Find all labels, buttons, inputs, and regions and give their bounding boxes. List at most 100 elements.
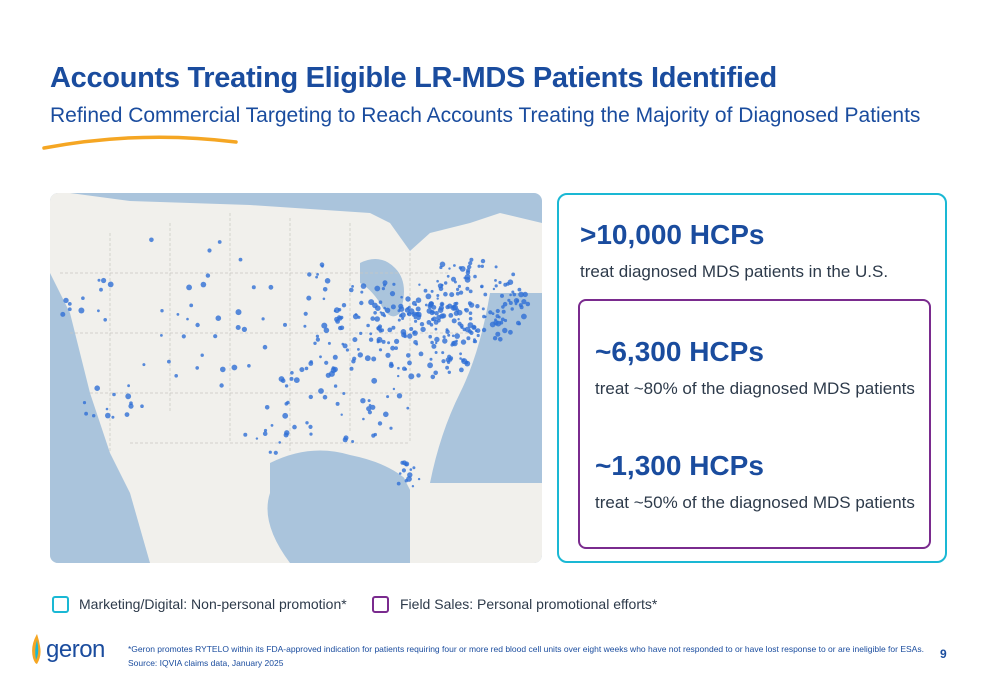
hcp-dot: [419, 314, 422, 318]
hcp-dot: [424, 303, 428, 307]
hcp-dot: [324, 360, 329, 365]
hcp-dot: [385, 352, 391, 358]
hcp-dot: [467, 301, 472, 306]
hcp-dot: [97, 309, 100, 313]
hcp-dot: [414, 303, 418, 307]
hcp-dot: [319, 355, 322, 359]
hcp-dot: [370, 404, 376, 410]
hcp-dot: [342, 437, 348, 443]
hcp-dot: [124, 412, 130, 417]
hcp-dot: [357, 352, 363, 358]
hcp-dot: [268, 284, 274, 290]
hcp-dot: [498, 337, 503, 342]
hcp-dot: [195, 322, 200, 328]
hcp-dot: [494, 265, 498, 269]
hcp-dot: [436, 314, 442, 320]
hcp-dot: [445, 357, 451, 363]
hcp-dot: [464, 326, 471, 333]
legend-marketing-label: Marketing/Digital: Non-personal promotio…: [79, 596, 347, 612]
hcp-dot: [377, 421, 383, 426]
hcp-dot: [459, 266, 466, 272]
hcp-dot: [448, 313, 454, 318]
hcp-dot: [322, 297, 326, 301]
hcp-dot: [473, 274, 477, 279]
hcp-dot: [507, 279, 514, 285]
hcp-dot: [378, 348, 383, 352]
hcp-dot: [440, 283, 444, 287]
hcp-dot: [366, 406, 372, 412]
gulf-of-mexico: [267, 450, 410, 563]
hcp-dot: [215, 315, 222, 321]
hcp-dot: [149, 237, 154, 243]
hcp-dot: [105, 412, 111, 419]
hcp-dot: [468, 261, 473, 266]
hcp-dot: [67, 302, 72, 306]
hcp-dot: [333, 309, 337, 313]
hcp-dot: [112, 392, 116, 397]
hcp-dot: [400, 295, 403, 299]
hcp-dot: [262, 344, 268, 350]
hcp-dot: [498, 315, 501, 319]
hcp-dot: [375, 305, 381, 311]
hcp-dot: [394, 338, 400, 344]
hcp-dot: [466, 268, 471, 273]
source-note: Source: IQVIA claims data, January 2025: [128, 658, 284, 668]
hcp-dot: [379, 311, 382, 314]
hcp-dot: [394, 346, 398, 350]
hcp-dot: [97, 278, 101, 282]
hcp-dot: [371, 377, 378, 384]
hcp-dot: [475, 328, 481, 333]
hcp-dot: [315, 334, 319, 338]
hcp-dot: [342, 343, 348, 349]
hcp-dot: [445, 328, 449, 332]
hcp-dot: [306, 295, 312, 301]
hcp-dot: [508, 301, 513, 305]
hcp-dot: [425, 293, 432, 300]
hcp-dot: [409, 327, 414, 331]
hcp-dot: [404, 479, 408, 483]
hcp-dot: [483, 292, 488, 297]
hcp-dot: [448, 267, 451, 270]
hcp-dot: [406, 406, 410, 410]
hcp-dot: [451, 334, 455, 338]
hcp-dot: [433, 370, 439, 376]
hcp-dot: [189, 303, 194, 308]
hcp-dot: [101, 277, 107, 284]
hcp-dot: [333, 384, 338, 388]
hcp-dot: [371, 356, 377, 362]
hcp-dot: [429, 357, 433, 361]
hcp-dot: [378, 300, 383, 304]
hcp-dot: [241, 326, 247, 332]
hcp-dot: [465, 286, 470, 291]
hcp-dot: [391, 325, 396, 330]
florida-peninsula: [400, 453, 429, 508]
hcp-dot: [518, 291, 524, 298]
hcp-dot: [515, 299, 519, 303]
hcp-dot: [409, 468, 413, 471]
hcp-dot: [511, 272, 516, 277]
hcp-dot: [63, 297, 69, 304]
hcp-dot: [454, 333, 461, 339]
hcp-dot: [447, 333, 451, 337]
hcp-dot: [467, 322, 474, 328]
hcp-dot: [220, 366, 226, 373]
hcp-dot: [390, 345, 395, 351]
hcp-dot: [337, 308, 342, 312]
hcp-dot: [304, 366, 309, 371]
stat-value-80pct-hcps: ~6,300 HCPs: [595, 336, 764, 367]
page-title: Accounts Treating Eligible LR-MDS Patien…: [50, 62, 777, 94]
hcp-dot: [431, 305, 437, 310]
hcp-dot: [416, 373, 421, 378]
hcp-dot: [305, 421, 309, 425]
hcp-dot: [453, 264, 456, 267]
hcp-dot: [434, 327, 438, 331]
hcp-dot: [357, 315, 361, 319]
hcp-dot: [243, 432, 248, 437]
hcp-dot: [415, 306, 421, 312]
hcp-dot: [459, 323, 464, 328]
hcp-dot: [397, 318, 401, 322]
hcp-dot: [441, 359, 446, 364]
us-hcp-map: [50, 193, 542, 563]
hcp-dot: [415, 342, 419, 346]
hcp-dot: [293, 377, 300, 383]
